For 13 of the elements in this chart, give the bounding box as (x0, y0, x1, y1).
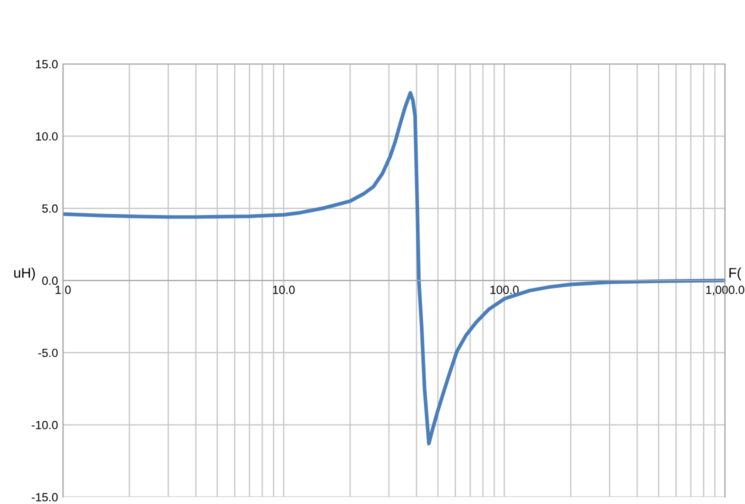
x-axis-title: F( (729, 268, 742, 280)
x-tick-label: 1,000.0 (706, 286, 744, 296)
x-tick-label: 1.0 (56, 286, 71, 294)
y-tick-label: -15.0 (32, 493, 58, 502)
y-tick-label: 10.0 (36, 132, 58, 141)
y-tick-label: -10.0 (32, 420, 58, 430)
x-tick-label: 100.0 (490, 286, 519, 294)
x-tick-label: 10.0 (273, 286, 295, 294)
y-tick-label: 0.0 (42, 276, 58, 285)
y-axis-title: uH) (14, 268, 35, 280)
y-tick-label: 5.0 (42, 204, 58, 213)
y-tick-label: 15.0 (36, 60, 58, 68)
y-tick-label: -5.0 (38, 348, 58, 358)
